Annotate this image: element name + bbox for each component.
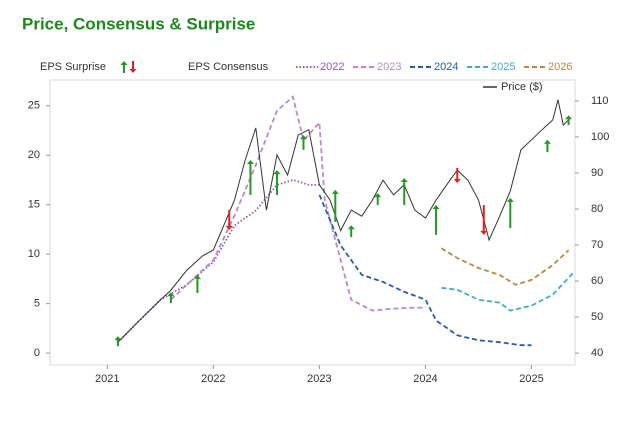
y2-tick-label: 90 [591, 167, 603, 179]
surprise-arrow [480, 205, 488, 235]
legend-label: 2025 [491, 61, 515, 73]
surprise-arrow [565, 115, 573, 126]
surprise-legend: EPS Surprise [40, 61, 106, 73]
y-tick-label: 0 [34, 347, 40, 359]
surprise-arrow [167, 292, 175, 304]
y2-tick-label: 60 [591, 275, 603, 287]
series-line [117, 99, 569, 343]
surprise-arrow [400, 178, 408, 206]
x-tick-label: 2025 [519, 373, 543, 385]
x-tick-label: 2021 [95, 373, 119, 385]
x-tick-label: 2022 [201, 373, 225, 385]
chart-title: Price, Consensus & Surprise [22, 14, 255, 33]
y-tick-label: 25 [28, 100, 40, 112]
surprise-arrow [193, 274, 201, 293]
surprise-arrow [506, 197, 514, 229]
legend-label: 2023 [377, 61, 401, 73]
series-line [441, 271, 575, 312]
surprise-arrow [543, 139, 551, 153]
surprise-arrow [114, 336, 122, 347]
y-tick-label: 5 [34, 298, 40, 310]
x-tick-label: 2024 [413, 373, 437, 385]
surprise-arrow [273, 170, 281, 195]
y-tick-label: 15 [28, 199, 40, 211]
consensus-legend: EPS Consensus [188, 61, 269, 73]
series-line [440, 247, 570, 286]
surprise-arrow [299, 135, 307, 150]
y2-tick-label: 40 [591, 347, 603, 359]
surprise-arrow [453, 167, 461, 184]
surprise-arrow [374, 193, 382, 206]
surprise-arrow [347, 225, 355, 238]
y-tick-label: 20 [28, 149, 40, 161]
surprise-arrow [432, 205, 440, 235]
legend-arrow-down [129, 61, 137, 73]
y2-tick-label: 70 [591, 239, 603, 251]
surprise-arrow [246, 159, 254, 195]
y2-tick-label: 110 [591, 95, 609, 107]
x-tick-label: 2023 [307, 373, 331, 385]
legend-label: 2026 [548, 61, 572, 73]
y-tick-label: 10 [28, 248, 40, 260]
series-line [170, 95, 426, 312]
surprise-arrow [225, 210, 233, 230]
y2-tick-label: 50 [591, 311, 603, 323]
y2-tick-label: 80 [591, 203, 603, 215]
plot-area [49, 79, 576, 366]
legend-arrow-up [120, 61, 128, 73]
surprise-arrow [331, 189, 339, 222]
series-line [318, 194, 532, 347]
y2-tick-label: 100 [591, 131, 609, 143]
legend-label: 2022 [320, 61, 344, 73]
legend-label: Price ($) [501, 81, 543, 93]
legend-label: 2024 [434, 61, 458, 73]
